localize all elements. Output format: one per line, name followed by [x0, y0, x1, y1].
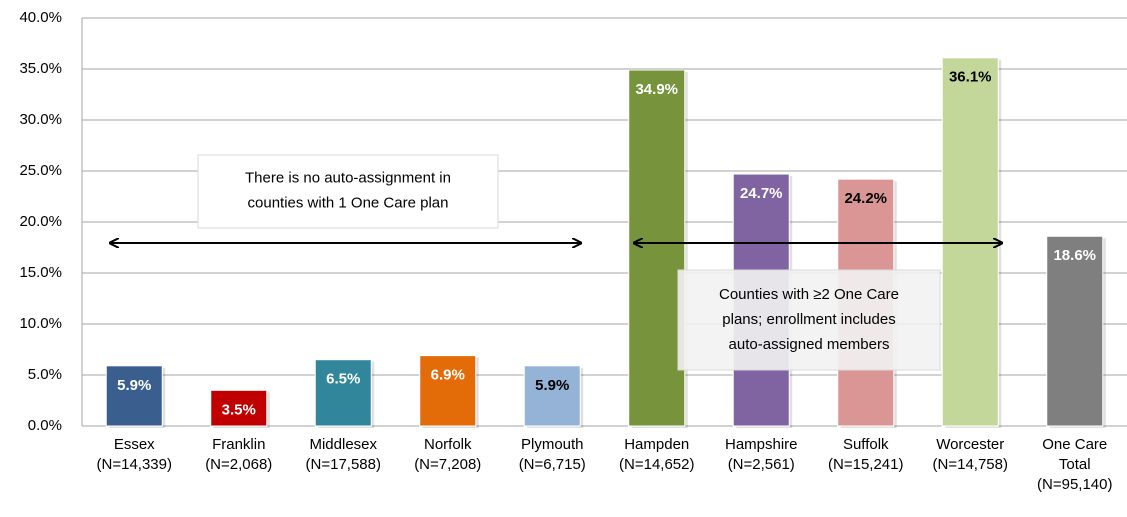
x-tick-label: (N=6,715) [519, 456, 586, 473]
x-tick-label: Suffolk [843, 436, 889, 453]
x-tick-label: Total [1059, 456, 1091, 473]
x-tick-label: (N=17,588) [306, 456, 381, 473]
x-tick-label: Essex [114, 436, 155, 453]
bar [523, 365, 581, 427]
x-tick-label: Worcester [936, 436, 1004, 453]
bar [1046, 235, 1104, 427]
y-tick-label: 5.0% [28, 366, 62, 383]
y-tick-label: 10.0% [19, 315, 62, 332]
y-tick-label: 40.0% [19, 9, 62, 26]
value-label: 5.9% [535, 377, 569, 394]
x-tick-label: Hampden [624, 436, 689, 453]
x-tick-label: (N=14,758) [933, 456, 1008, 473]
x-tick-label: (N=2,561) [728, 456, 795, 473]
y-tick-label: 20.0% [19, 213, 62, 230]
y-tick-label: 0.0% [28, 417, 62, 434]
x-tick-label: Plymouth [521, 436, 584, 453]
annotation-text: plans; enrollment includes [722, 311, 895, 328]
y-tick-label: 15.0% [19, 264, 62, 281]
x-tick-label: Norfolk [424, 436, 472, 453]
bar [314, 359, 372, 427]
bar [105, 365, 163, 427]
y-tick-label: 35.0% [19, 60, 62, 77]
value-label: 34.9% [635, 81, 678, 98]
bar [628, 69, 686, 427]
value-label: 18.6% [1053, 247, 1096, 264]
x-tick-label: Franklin [212, 436, 265, 453]
x-tick-label: (N=14,339) [97, 456, 172, 473]
value-label: 3.5% [222, 401, 256, 418]
annotation-text: Counties with ≥2 One Care [719, 286, 899, 303]
value-label: 5.9% [117, 377, 151, 394]
y-tick-label: 25.0% [19, 162, 62, 179]
value-label: 6.5% [326, 371, 360, 388]
y-tick-label: 30.0% [19, 111, 62, 128]
x-tick-label: (N=14,652) [619, 456, 694, 473]
value-label: 24.2% [844, 190, 887, 207]
annotation-text: counties with 1 One Care plan [248, 194, 449, 211]
annotation-box [677, 269, 941, 371]
bar [419, 355, 477, 427]
x-tick-label: (N=95,140) [1037, 476, 1112, 493]
bar [941, 57, 999, 427]
x-tick-label: (N=15,241) [828, 456, 903, 473]
value-label: 6.9% [431, 367, 465, 384]
value-label: 36.1% [949, 69, 992, 86]
x-tick-label: One Care [1042, 436, 1107, 453]
x-tick-label: (N=2,068) [205, 456, 272, 473]
bar [210, 389, 268, 427]
x-tick-label: Middlesex [309, 436, 377, 453]
x-tick-label: Hampshire [725, 436, 798, 453]
value-label: 24.7% [740, 185, 783, 202]
annotation-text: There is no auto-assignment in [245, 169, 451, 186]
x-tick-label: (N=7,208) [414, 456, 481, 473]
annotations: There is no auto-assignment in counties w… [110, 154, 1002, 371]
annotation-text: auto-assigned members [729, 336, 890, 353]
annotation-box [197, 154, 499, 229]
